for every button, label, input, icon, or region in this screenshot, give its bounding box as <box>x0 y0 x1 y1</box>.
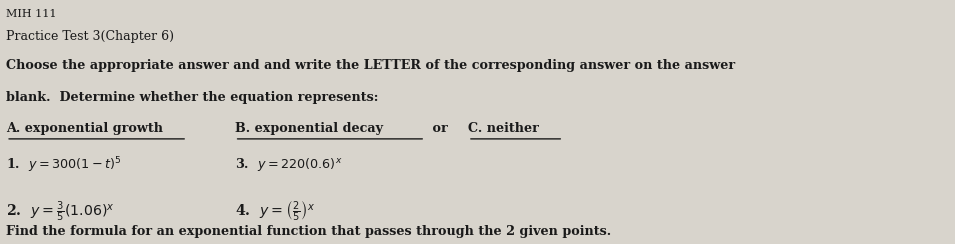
Text: or: or <box>428 122 453 135</box>
Text: 3.  $y = 220(0.6)^x$: 3. $y = 220(0.6)^x$ <box>235 156 342 173</box>
Text: 2.  $y = \frac{3}{5}(1.06)^x$: 2. $y = \frac{3}{5}(1.06)^x$ <box>6 199 115 224</box>
Text: Find the formula for an exponential function that passes through the 2 given poi: Find the formula for an exponential func… <box>6 225 611 238</box>
Text: C. neither: C. neither <box>468 122 539 135</box>
Text: Practice Test 3(Chapter 6): Practice Test 3(Chapter 6) <box>6 30 174 43</box>
Text: B. exponential decay: B. exponential decay <box>235 122 383 135</box>
Text: MIH 111: MIH 111 <box>6 9 56 19</box>
Text: A. exponential growth: A. exponential growth <box>6 122 163 135</box>
Text: Choose the appropriate answer and and write the LETTER of the corresponding answ: Choose the appropriate answer and and wr… <box>6 59 735 72</box>
Text: 4.  $y = \left(\frac{2}{5}\right)^x$: 4. $y = \left(\frac{2}{5}\right)^x$ <box>235 199 314 223</box>
Text: blank.  Determine whether the equation represents:: blank. Determine whether the equation re… <box>6 91 378 104</box>
Text: 1.  $y = 300(1-t)^5$: 1. $y = 300(1-t)^5$ <box>6 156 121 175</box>
